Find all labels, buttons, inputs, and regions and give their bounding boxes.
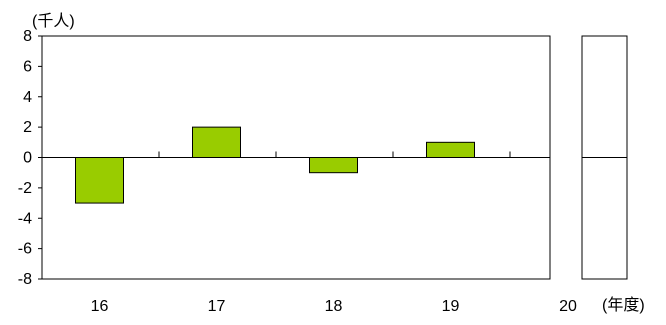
y-axis-unit-label: (千人) bbox=[32, 12, 75, 30]
y-tick-label: 8 bbox=[23, 28, 32, 45]
y-tick-label: 2 bbox=[23, 119, 32, 136]
y-tick-label: -6 bbox=[18, 241, 32, 258]
x-tick-label: 19 bbox=[442, 298, 460, 315]
bar-19 bbox=[426, 141, 475, 158]
x-tick-label: 16 bbox=[91, 298, 109, 315]
y-tick-label: 6 bbox=[23, 58, 32, 75]
bar-18 bbox=[309, 157, 358, 174]
y-tick-label: 0 bbox=[23, 150, 32, 167]
x-axis: 16 17 18 19 20 bbox=[91, 151, 577, 315]
x-axis-unit-label: (年度) bbox=[602, 296, 645, 314]
x-tick-label: 17 bbox=[208, 298, 226, 315]
y-tick-label: 4 bbox=[23, 89, 32, 106]
x-tick-label: 18 bbox=[325, 298, 343, 315]
bar-17 bbox=[192, 126, 241, 158]
bars bbox=[75, 126, 475, 204]
bar-16 bbox=[75, 157, 124, 204]
y-tick-label: -8 bbox=[18, 271, 32, 288]
x-tick-label-extra: 20 bbox=[559, 298, 577, 315]
y-axis: 8 6 4 2 0 -2 -4 -6 -8 bbox=[18, 28, 42, 288]
y-tick-label: -2 bbox=[18, 180, 32, 197]
y-tick-label: -4 bbox=[18, 210, 32, 227]
